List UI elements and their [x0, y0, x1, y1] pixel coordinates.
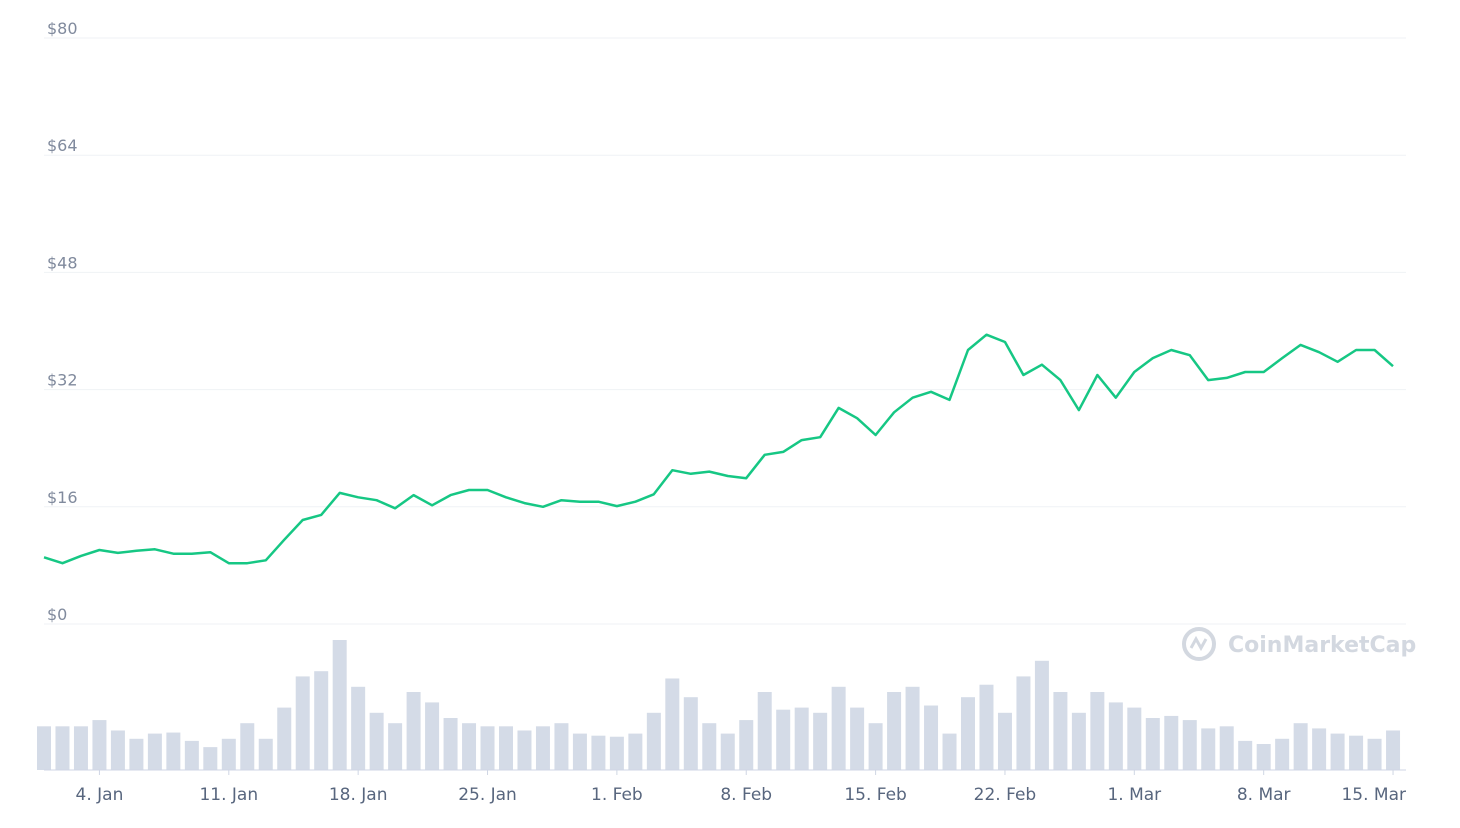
volume-bar	[462, 723, 477, 770]
volume-bar	[1275, 738, 1290, 770]
volume-bar	[591, 735, 606, 770]
volume-bar	[166, 732, 181, 770]
volume-bar	[665, 678, 680, 770]
volume-bar	[369, 712, 384, 770]
volume-bar	[868, 723, 883, 770]
watermark: CoinMarketCap	[1228, 633, 1416, 658]
volume-bar	[757, 692, 772, 770]
volume-bar	[55, 726, 70, 770]
volume-bar	[221, 738, 236, 770]
volume-bar	[314, 671, 329, 770]
volume-bar	[351, 686, 366, 770]
volume-bar	[277, 707, 292, 770]
volume-bar	[73, 726, 88, 770]
volume-bar	[1108, 702, 1123, 770]
volume-bar	[480, 726, 495, 770]
volume-bar	[1386, 730, 1401, 770]
volume-bar	[794, 707, 809, 770]
x-tick-label: 8. Mar	[1237, 785, 1291, 805]
volume-bar	[332, 640, 347, 770]
volume-bar	[646, 712, 661, 770]
volume-bar	[554, 723, 569, 770]
volume-bar	[425, 702, 440, 770]
volume-bar	[258, 738, 273, 770]
volume-bar	[628, 733, 643, 770]
volume-bar	[702, 723, 717, 770]
volume-bar	[1182, 720, 1197, 770]
volume-bar	[683, 697, 698, 770]
volume-bar	[203, 747, 218, 770]
volume-bar	[110, 730, 125, 770]
y-tick-label: $32	[47, 371, 78, 390]
volume-bar	[1256, 744, 1271, 770]
volume-bar	[720, 733, 735, 770]
volume-bar	[979, 684, 994, 770]
volume-bar	[499, 726, 513, 770]
volume-bar	[1164, 715, 1179, 770]
volume-bar	[388, 723, 403, 770]
volume-bar	[776, 709, 791, 770]
volume-bar	[997, 712, 1012, 770]
y-tick-label: $48	[47, 253, 78, 272]
volume-bar	[609, 736, 624, 770]
volume-bar	[1034, 660, 1049, 770]
volume-bar	[535, 726, 550, 770]
volume-bar	[406, 692, 421, 770]
watermark-logo	[1182, 627, 1216, 661]
y-tick-label: $0	[47, 605, 67, 624]
volume-bar	[1330, 733, 1345, 770]
volume-bar	[1349, 735, 1364, 770]
y-tick-label: $16	[47, 488, 78, 507]
volume-bar	[813, 712, 828, 770]
volume-bar	[887, 692, 902, 770]
x-tick-label: 25. Jan	[458, 785, 517, 805]
volume-bar	[1367, 738, 1382, 770]
volume-bar	[831, 686, 846, 770]
y-tick-label: $64	[47, 136, 78, 155]
volume-bar	[1312, 728, 1327, 770]
volume-bar	[1293, 723, 1308, 770]
volume-bar	[129, 738, 144, 770]
volume-bar	[850, 707, 865, 770]
volume-bar	[1071, 712, 1086, 770]
volume-bar	[1016, 676, 1031, 770]
volume-bar	[1145, 718, 1160, 770]
volume-bar	[240, 723, 255, 770]
volume-bar	[147, 733, 162, 770]
volume-bar	[572, 733, 587, 770]
volume-bar	[961, 697, 975, 770]
volume-bar	[1201, 728, 1216, 770]
volume-bar	[1053, 692, 1068, 770]
x-tick-label: 8. Feb	[720, 785, 772, 805]
y-tick-label: $80	[47, 19, 78, 38]
x-tick-label: 11. Jan	[199, 785, 258, 805]
x-tick-label: 1. Mar	[1107, 785, 1161, 805]
volume-bar	[443, 718, 458, 770]
volume-bar	[295, 676, 310, 770]
volume-bar	[739, 720, 754, 770]
price-line	[43, 333, 1394, 565]
volume-bar	[1127, 707, 1142, 770]
x-tick-label: 18. Jan	[329, 785, 388, 805]
x-tick-label: 15. Feb	[844, 785, 907, 805]
x-tick-label: 4. Jan	[76, 785, 124, 805]
volume-bar	[92, 720, 107, 770]
volume-bar	[1090, 692, 1105, 770]
volume-bar	[1219, 726, 1234, 770]
volume-bar	[942, 733, 957, 770]
x-tick-label: 1. Feb	[591, 785, 643, 805]
volume-bar	[924, 705, 939, 770]
x-tick-label: 15. Mar	[1341, 785, 1406, 805]
volume-bar	[517, 730, 532, 770]
volume-bar	[37, 726, 51, 770]
x-tick-label: 22. Feb	[974, 785, 1037, 805]
volume-bar	[1238, 740, 1253, 770]
volume-bar	[905, 686, 920, 770]
volume-bar	[184, 740, 199, 770]
